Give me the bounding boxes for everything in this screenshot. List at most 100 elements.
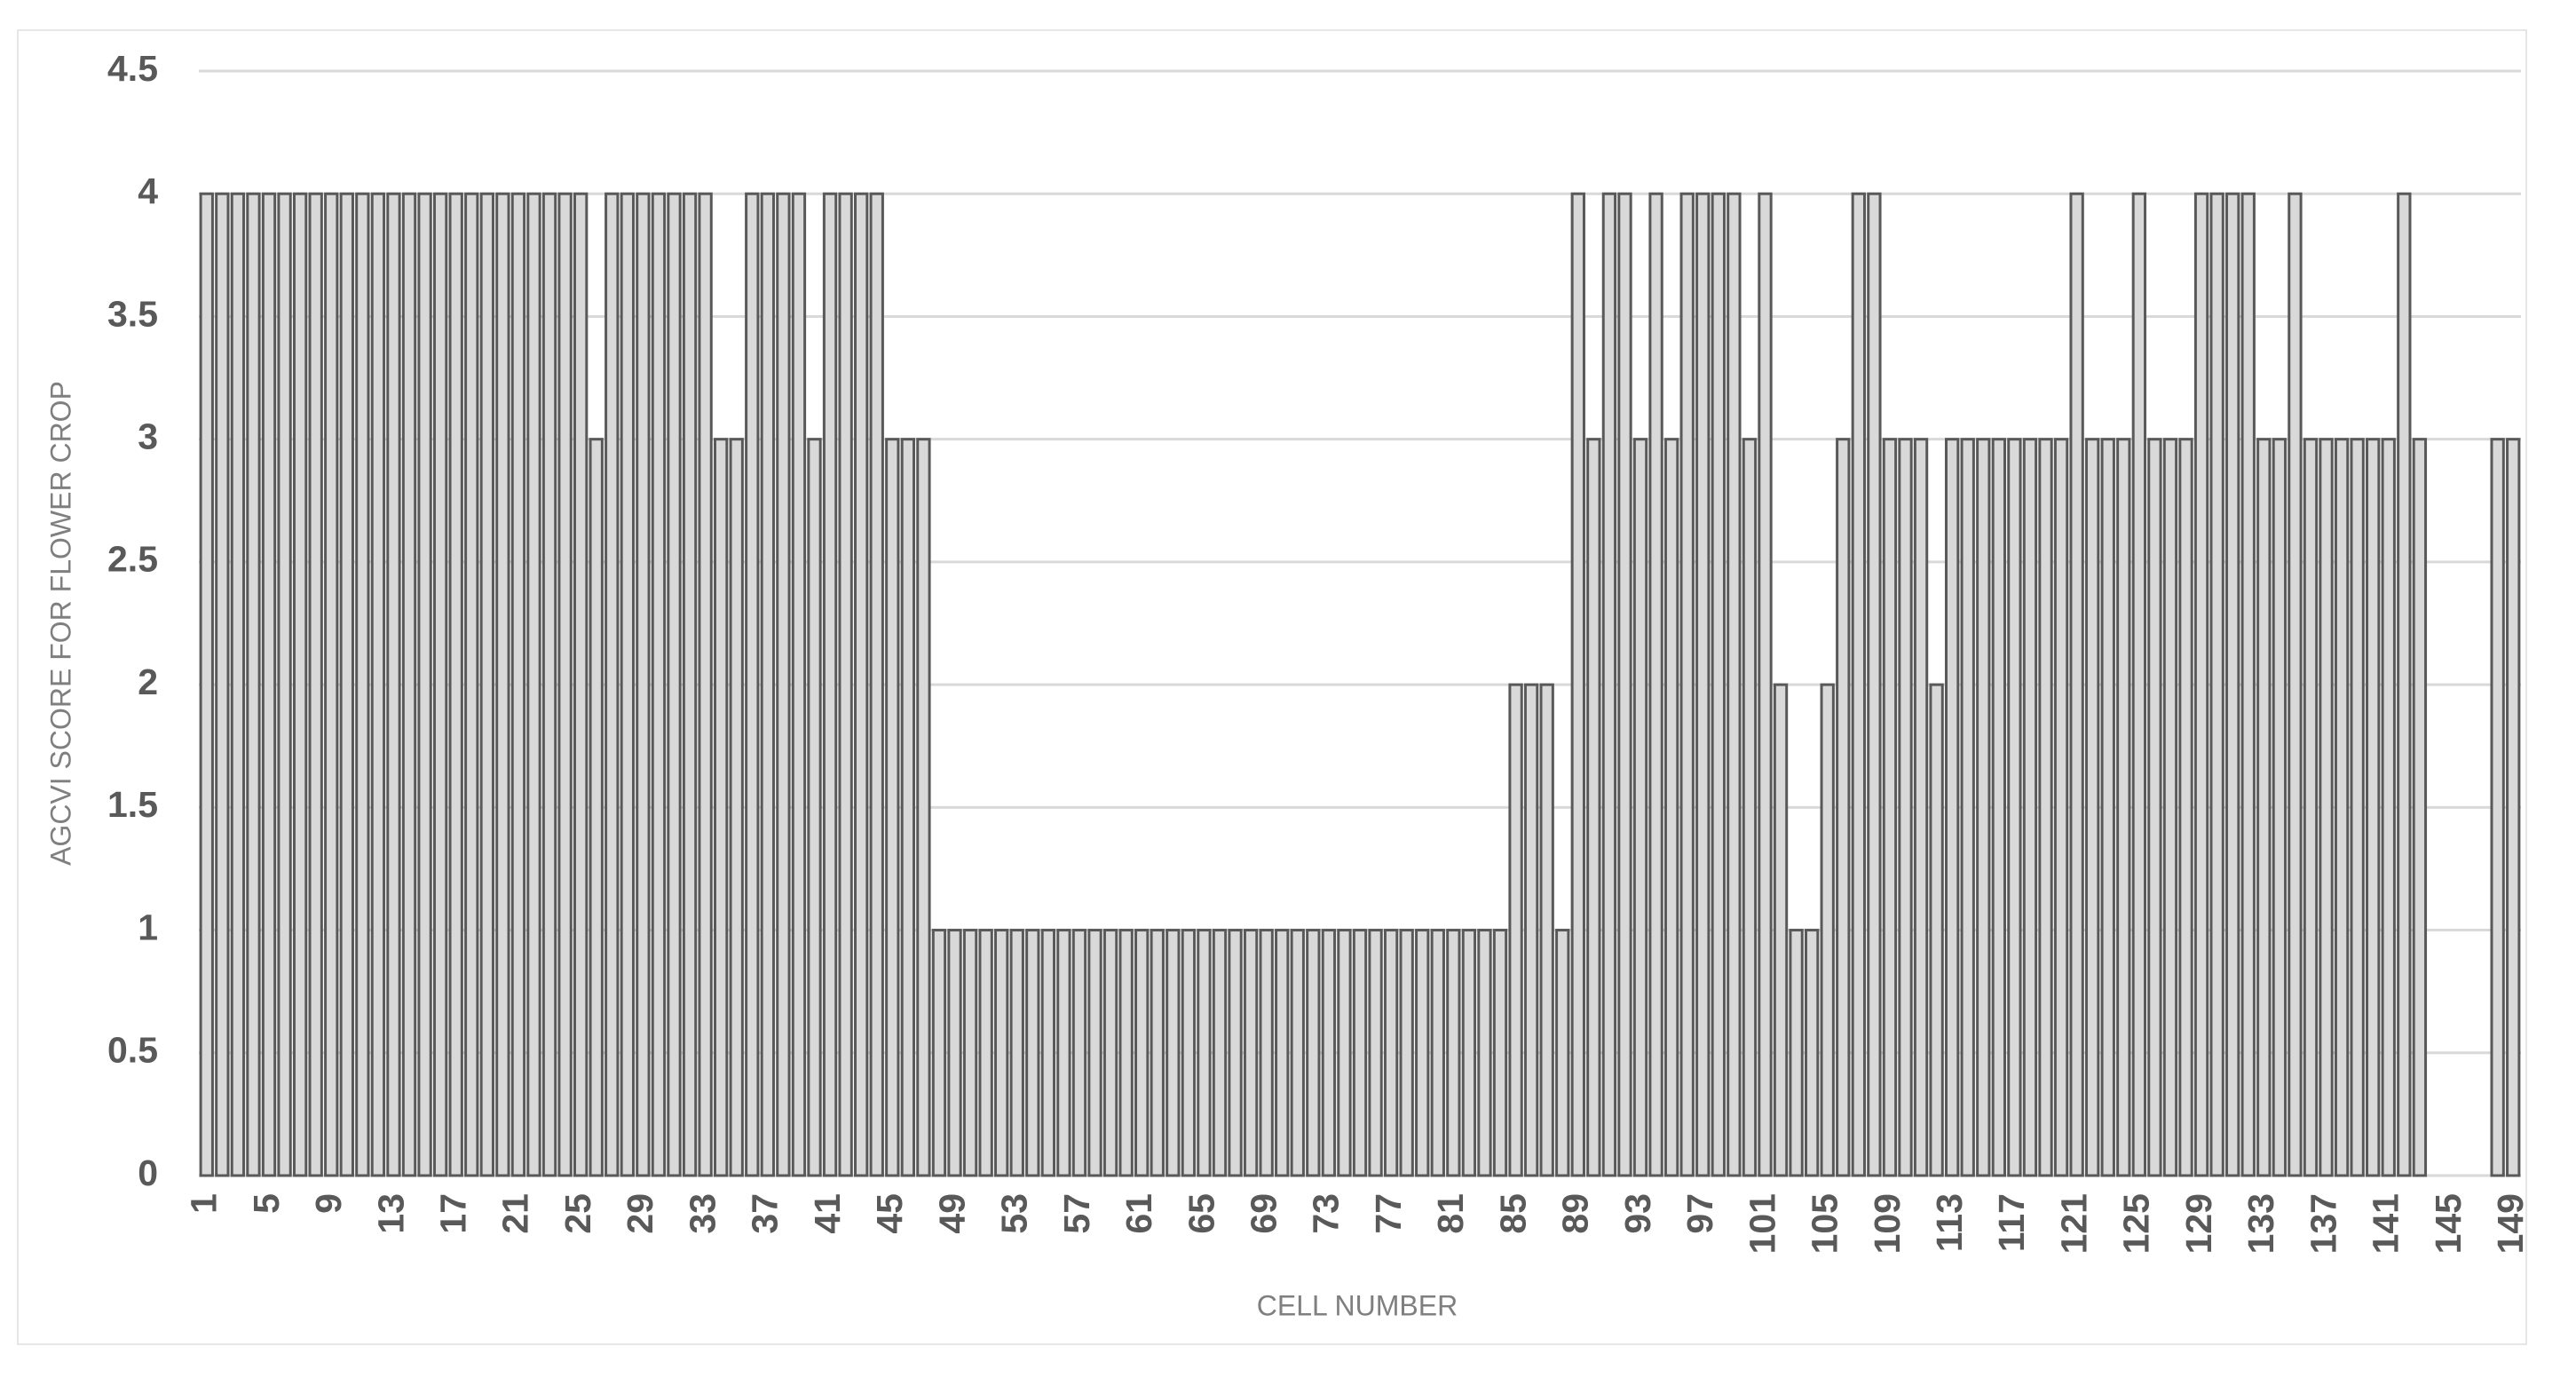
bar: [2209, 192, 2224, 1177]
y-tick-label: 2: [138, 661, 158, 702]
bar: [1009, 929, 1024, 1177]
bar: [1867, 192, 1882, 1177]
bar: [1166, 929, 1181, 1177]
x-axis-label: CELL NUMBER: [1257, 1289, 1458, 1321]
bar: [1102, 929, 1118, 1177]
x-tick-label: 145: [2428, 1193, 2469, 1254]
bar: [2397, 192, 2412, 1177]
bar: [729, 438, 744, 1177]
bar: [776, 192, 791, 1177]
bar: [1570, 192, 1585, 1177]
bar: [1742, 438, 1758, 1177]
y-tick-label: 3.5: [107, 293, 158, 334]
bar: [2193, 192, 2209, 1177]
x-tick-label: 21: [495, 1193, 536, 1234]
bar: [215, 192, 230, 1177]
x-tick-label: 65: [1181, 1193, 1221, 1234]
bar: [604, 192, 620, 1177]
bar: [2240, 192, 2256, 1177]
bar: [2350, 438, 2365, 1177]
bar: [2490, 438, 2505, 1177]
bar: [557, 192, 573, 1177]
bar: [2022, 438, 2038, 1177]
bar: [2085, 438, 2100, 1177]
bar: [1181, 929, 1197, 1177]
x-tick-label: 149: [2490, 1193, 2531, 1254]
bar: [2007, 438, 2022, 1177]
x-tick-label: 73: [1306, 1193, 1347, 1234]
bar: [1555, 929, 1570, 1177]
bar: [2256, 438, 2272, 1177]
bar: [1539, 683, 1554, 1177]
x-tick-label: 89: [1555, 1193, 1596, 1234]
x-tick-label: 137: [2303, 1193, 2343, 1254]
bar: [2038, 438, 2053, 1177]
bar: [869, 192, 884, 1177]
x-tick-label: 93: [1617, 1193, 1658, 1234]
bar: [1804, 929, 1820, 1177]
bar: [1601, 192, 1617, 1177]
bar: [1212, 929, 1228, 1177]
bar: [2334, 438, 2350, 1177]
bar: [838, 192, 853, 1177]
bar: [1929, 683, 1944, 1177]
bar: [667, 192, 682, 1177]
x-tick-label: 37: [745, 1193, 786, 1234]
bar: [1960, 438, 1975, 1177]
bar: [1430, 929, 1445, 1177]
x-tick-label: 69: [1243, 1193, 1284, 1234]
bar: [308, 192, 323, 1177]
bar: [651, 192, 667, 1177]
bar: [2381, 438, 2396, 1177]
bar: [2366, 438, 2381, 1177]
x-tick-label: 53: [994, 1193, 1035, 1234]
y-tick-label: 3: [138, 416, 158, 456]
y-tick-label: 0: [138, 1152, 158, 1193]
bar: [573, 192, 589, 1177]
bar: [1306, 929, 1321, 1177]
x-tick-label: 49: [931, 1193, 972, 1234]
bar: [401, 192, 417, 1177]
x-tick-label: 125: [2116, 1193, 2157, 1254]
bar: [1492, 929, 1508, 1177]
y-tick-label: 2.5: [107, 539, 158, 580]
bar: [994, 929, 1009, 1177]
bar: [1134, 929, 1150, 1177]
bar: [1415, 929, 1430, 1177]
bar: [1040, 929, 1056, 1177]
bar: [2053, 438, 2069, 1177]
y-axis-label: AGCVI SCORE FOR FLOWER CROP: [44, 381, 76, 866]
bar: [791, 192, 807, 1177]
bar: [277, 192, 292, 1177]
x-tick-label: 117: [1991, 1193, 2032, 1252]
bar: [1913, 438, 1929, 1177]
bar: [807, 438, 822, 1177]
bar: [1446, 929, 1461, 1177]
x-tick-label: 17: [433, 1193, 474, 1234]
x-tick-label: 33: [682, 1193, 723, 1234]
bar: [1228, 929, 1243, 1177]
bar: [1976, 438, 1991, 1177]
bar: [900, 438, 916, 1177]
chart-frame: [17, 29, 2527, 1345]
bar: [682, 192, 698, 1177]
bar: [292, 192, 308, 1177]
bar: [589, 438, 604, 1177]
bar: [541, 192, 557, 1177]
x-tick-label: 97: [1679, 1193, 1720, 1234]
bar: [246, 192, 261, 1177]
bar: [526, 192, 541, 1177]
bar: [1695, 192, 1711, 1177]
y-tick-label: 1.5: [107, 784, 158, 825]
bar: [1508, 683, 1523, 1177]
bar: [1679, 192, 1695, 1177]
bar: [1711, 192, 1726, 1177]
x-tick-label: 5: [246, 1193, 287, 1214]
x-tick-label: 141: [2366, 1193, 2406, 1254]
bar: [1337, 929, 1352, 1177]
x-tick-label: 133: [2240, 1193, 2281, 1254]
bar: [1758, 192, 1773, 1177]
bar: [620, 192, 635, 1177]
bar: [1882, 438, 1898, 1177]
